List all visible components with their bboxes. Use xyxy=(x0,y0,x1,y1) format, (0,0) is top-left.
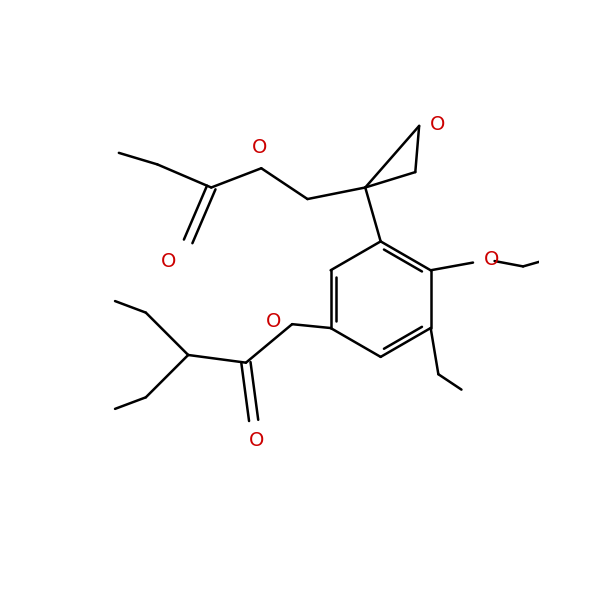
Text: O: O xyxy=(249,431,265,450)
Text: O: O xyxy=(160,252,176,271)
Text: O: O xyxy=(266,311,281,331)
Text: O: O xyxy=(252,139,268,157)
Text: O: O xyxy=(430,115,445,134)
Text: O: O xyxy=(484,250,499,269)
